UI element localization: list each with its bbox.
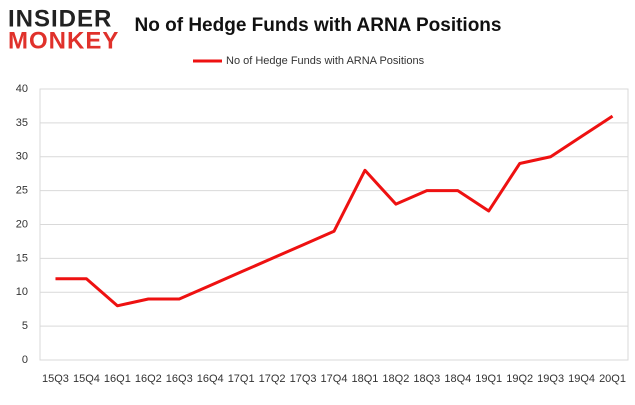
y-tick-label: 20 <box>16 218 28 230</box>
x-tick-label: 17Q2 <box>259 373 286 385</box>
y-tick-label: 0 <box>22 354 28 366</box>
y-tick-label: 10 <box>16 286 28 298</box>
plot-border <box>39 88 629 361</box>
x-tick-label: 17Q1 <box>228 373 255 385</box>
x-tick-label: 16Q4 <box>197 373 224 385</box>
x-tick-label: 19Q3 <box>537 373 564 385</box>
y-tick-label: 15 <box>16 252 28 264</box>
y-tick-label: 35 <box>16 117 28 129</box>
y-tick-label: 25 <box>16 185 28 197</box>
x-tick-label: 18Q2 <box>382 373 409 385</box>
x-tick-label: 19Q1 <box>475 373 502 385</box>
x-tick-label: 16Q1 <box>104 373 131 385</box>
x-tick-label: 17Q4 <box>321 373 348 385</box>
x-tick-label: 19Q4 <box>568 373 595 385</box>
logo-top: INSIDER <box>8 5 112 32</box>
y-tick-label: 40 <box>16 83 28 95</box>
x-tick-label: 15Q4 <box>73 373 100 385</box>
x-tick-label: 16Q2 <box>135 373 162 385</box>
x-tick-label: 19Q2 <box>506 373 533 385</box>
x-tick-label: 20Q1 <box>599 373 626 385</box>
logo-bottom: MONKEY <box>8 27 119 54</box>
x-tick-label: 16Q3 <box>166 373 193 385</box>
x-tick-label: 15Q3 <box>42 373 69 385</box>
chart-title: No of Hedge Funds with ARNA Positions <box>135 15 502 36</box>
x-tick-label: 18Q1 <box>351 373 378 385</box>
x-tick-label: 17Q3 <box>290 373 317 385</box>
y-tick-label: 30 <box>16 151 28 163</box>
legend-label: No of Hedge Funds with ARNA Positions <box>226 55 425 67</box>
x-tick-label: 18Q4 <box>444 373 471 385</box>
x-tick-label: 18Q3 <box>413 373 440 385</box>
y-tick-label: 5 <box>22 320 28 332</box>
data-line <box>55 114 614 308</box>
